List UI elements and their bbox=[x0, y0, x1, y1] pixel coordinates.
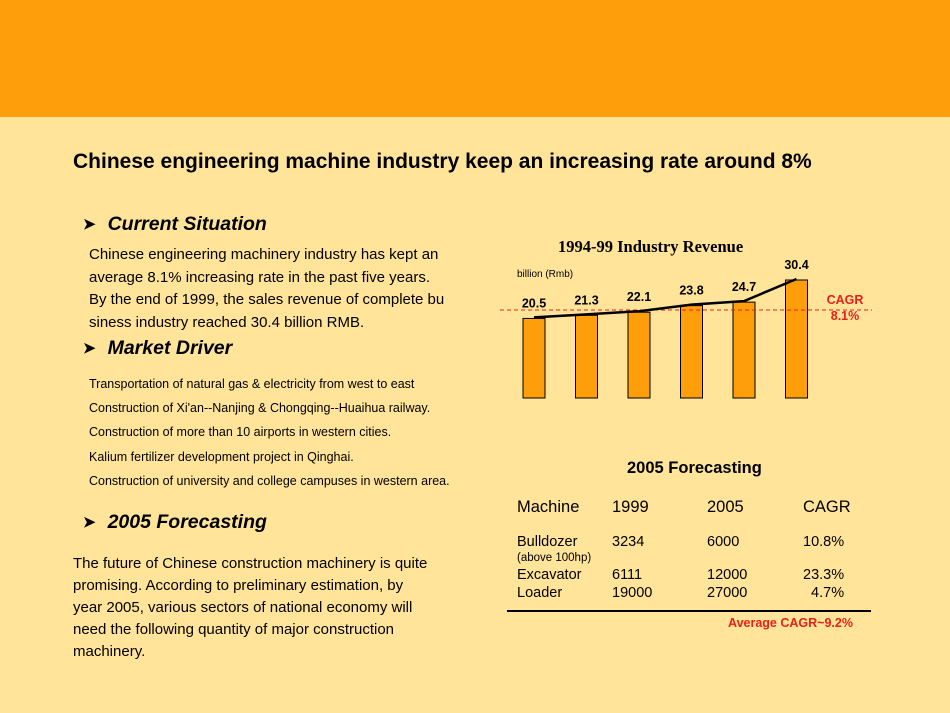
bar bbox=[680, 305, 703, 399]
header-1999: 1999 bbox=[612, 498, 649, 516]
cell-2005: 12000 bbox=[707, 567, 748, 583]
bar bbox=[732, 301, 756, 399]
text-line: By the end of 1999, the sales revenue of… bbox=[89, 291, 445, 308]
header-cagr: CAGR bbox=[803, 498, 851, 516]
table-header-row: Machine 1999 2005 CAGR bbox=[507, 498, 871, 534]
cagr-label-text: CAGR bbox=[826, 293, 864, 307]
cell-2005: 27000 bbox=[707, 585, 748, 601]
cagr-value-text: 8.1% bbox=[830, 309, 860, 323]
text-line: year 2005, various sectors of national e… bbox=[73, 599, 413, 616]
chart-title: 1994-99 Industry Revenue bbox=[558, 237, 744, 256]
cell-1999: 6111 bbox=[612, 567, 643, 583]
chart-unit-label: billion (Rmb) bbox=[517, 269, 574, 280]
page-title: Chinese engineering machine industry kee… bbox=[73, 150, 812, 173]
table-row-note: (above 100hp) bbox=[507, 552, 871, 567]
cell-1999: 3234 bbox=[612, 534, 645, 550]
list-item: Kalium fertilizer development project in… bbox=[89, 449, 354, 464]
bar bbox=[785, 279, 808, 399]
forecast-table: Machine 1999 2005 CAGR Bulldozer 3234 60… bbox=[507, 498, 871, 612]
list-item: Construction of university and college c… bbox=[89, 473, 450, 488]
bar bbox=[575, 314, 598, 399]
forecasting-text: The future of Chinese construction machi… bbox=[73, 553, 463, 663]
data-label: 20.5 bbox=[522, 296, 546, 310]
market-driver-list: Transportation of natural gas & electric… bbox=[89, 377, 450, 498]
text-line: The future of Chinese construction machi… bbox=[73, 555, 428, 572]
forecast-table-title: 2005 Forecasting bbox=[627, 459, 762, 477]
data-label: 21.3 bbox=[574, 293, 598, 307]
text-line: need the following quantity of major con… bbox=[73, 621, 395, 638]
trend-line bbox=[533, 277, 797, 319]
table-row: Excavator 6111 12000 23.3% bbox=[507, 567, 871, 585]
cell-cagr: 10.8% bbox=[803, 534, 845, 550]
arrow-bullet-icon: ➤ bbox=[83, 340, 96, 357]
data-label: 24.7 bbox=[732, 280, 756, 294]
cell-1999: 19000 bbox=[612, 585, 653, 601]
list-item: Construction of Xi'an--Nanjing & Chongqi… bbox=[89, 401, 431, 416]
forecasting-heading: ➤ 2005 Forecasting bbox=[83, 511, 267, 534]
list-item: Transportation of natural gas & electric… bbox=[89, 377, 415, 391]
text-line: promising. According to preliminary esti… bbox=[73, 577, 404, 594]
cell-machine: Bulldozer bbox=[517, 534, 578, 550]
forecasting-heading-text: 2005 Forecasting bbox=[107, 511, 267, 533]
text-line: Chinese engineering machinery industry h… bbox=[89, 246, 439, 263]
cagr-reference-label: CAGR 8.1% bbox=[818, 292, 872, 324]
bar bbox=[522, 317, 546, 399]
arrow-bullet-icon: ➤ bbox=[83, 514, 96, 531]
data-label: 22.1 bbox=[627, 290, 651, 304]
cell-cagr: 23.3% bbox=[803, 567, 845, 583]
table-row: Loader 19000 27000 4.7% bbox=[507, 585, 871, 610]
cell-note: (above 100hp) bbox=[517, 552, 592, 564]
average-cagr-note: Average CAGR~9.2% bbox=[728, 616, 853, 630]
header-2005: 2005 bbox=[707, 498, 744, 516]
text-line: average 8.1% increasing rate in the past… bbox=[89, 268, 431, 286]
data-label: 23.8 bbox=[679, 284, 703, 298]
header-machine: Machine bbox=[517, 498, 580, 516]
market-driver-heading: ➤ Market Driver bbox=[83, 337, 232, 360]
cell-machine: Loader bbox=[517, 585, 563, 601]
top-banner bbox=[0, 0, 950, 117]
bar bbox=[627, 311, 651, 399]
cell-machine: Excavator bbox=[517, 567, 582, 583]
cell-2005: 6000 bbox=[707, 534, 740, 550]
market-driver-heading-text: Market Driver bbox=[107, 337, 233, 359]
data-label: 30.4 bbox=[784, 258, 808, 272]
text-line: siness industry reached 30.4 billion RMB… bbox=[89, 313, 365, 331]
arrow-bullet-icon: ➤ bbox=[83, 216, 96, 233]
table-row: Bulldozer 3234 6000 10.8% bbox=[507, 534, 871, 552]
list-item: Construction of more than 10 airports in… bbox=[89, 425, 392, 440]
current-situation-heading-text: Current Situation bbox=[107, 213, 267, 235]
text-line: machinery. bbox=[73, 643, 146, 660]
current-situation-heading: ➤ Current Situation bbox=[83, 213, 267, 236]
current-situation-text: Chinese engineering machinery industry h… bbox=[89, 244, 469, 334]
cell-cagr: 4.7% bbox=[803, 585, 845, 601]
